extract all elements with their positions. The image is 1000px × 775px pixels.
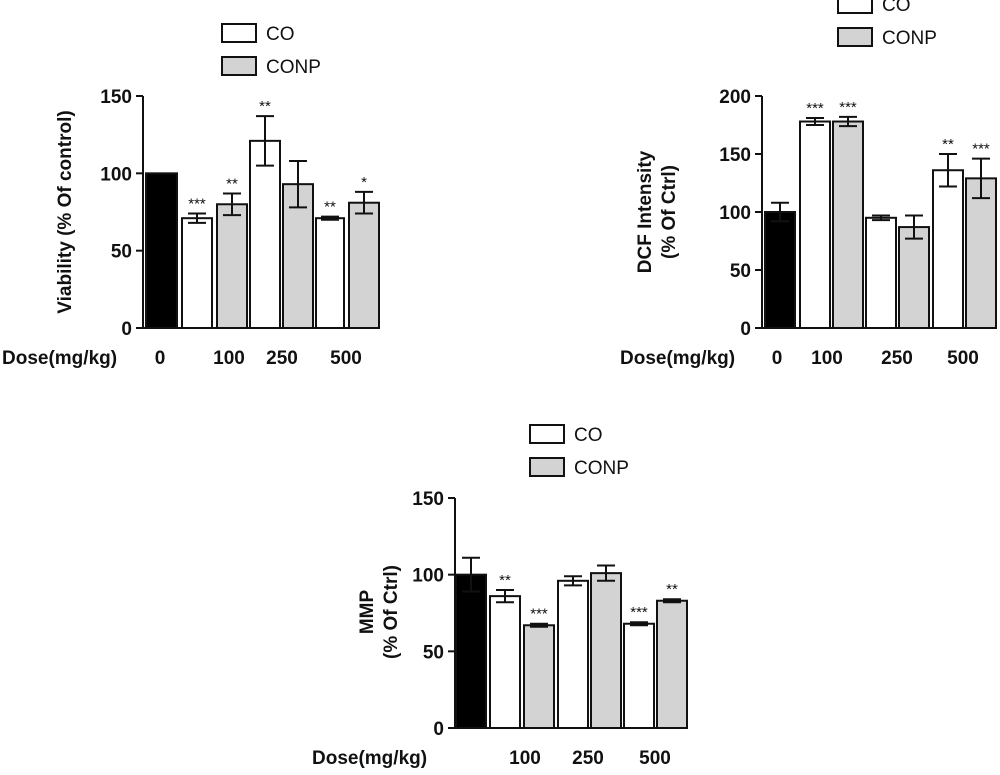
bar-CONP: [348, 201, 380, 329]
y-axis-label: DCF Intensity (% Of Ctrl): [635, 150, 680, 273]
bar-CONP: [898, 226, 930, 329]
significance-label: ***: [972, 141, 990, 158]
legend-swatch-conp: [221, 56, 257, 76]
x-tick-label: 500: [947, 348, 979, 369]
bar-control: [455, 573, 487, 730]
bar-CO: [799, 120, 831, 329]
y-tick-label: 0: [121, 319, 132, 340]
x-tick-label: 0: [155, 348, 166, 369]
bar-CO: [865, 216, 897, 329]
x-tick-label: 100: [213, 348, 245, 369]
y-axis-label-line: MMP: [357, 590, 378, 635]
legend-label-conp: CONP: [882, 28, 937, 49]
legend-swatch-co: [221, 23, 257, 43]
y-tick-label: 50: [730, 261, 751, 282]
bar-CONP: [656, 599, 688, 730]
legend-label-co: CO: [882, 0, 911, 16]
x-axis-label: Dose(mg/kg): [312, 748, 427, 769]
x-axis-label: Dose(mg/kg): [620, 348, 735, 369]
y-tick-label: 150: [100, 87, 132, 108]
y-axis-label: Viability (% Of control): [55, 110, 76, 313]
bar-CO: [623, 622, 655, 730]
significance-label: ***: [530, 606, 548, 623]
y-tick-label: 0: [433, 719, 444, 740]
significance-label: **: [259, 98, 271, 115]
y-axis-label-line: (% Of Ctrl): [659, 165, 680, 259]
x-tick-label: 250: [572, 748, 604, 769]
y-axis-label-line: DCF Intensity: [635, 150, 656, 273]
y-tick-label: 150: [719, 145, 751, 166]
y-tick-label: 150: [412, 489, 444, 510]
y-tick-label: 100: [719, 203, 751, 224]
x-tick-label: 0: [772, 348, 783, 369]
x-tick-label: 250: [266, 348, 298, 369]
x-tick-label: 100: [509, 748, 541, 769]
x-tick-label: 500: [639, 748, 671, 769]
x-tick-label: 500: [330, 348, 362, 369]
x-axis-label: Dose(mg/kg): [2, 348, 117, 369]
significance-label: **: [324, 199, 336, 216]
significance-label: ***: [630, 604, 648, 621]
significance-label: **: [226, 175, 238, 192]
y-tick-label: 50: [111, 242, 132, 263]
bar-CONP: [523, 624, 555, 729]
legend-swatch-co: [837, 0, 873, 14]
y-tick-label: 0: [740, 319, 751, 340]
significance-label: **: [499, 572, 511, 589]
legend-swatch-conp: [837, 27, 873, 47]
x-tick-label: 250: [881, 348, 913, 369]
y-axis-label: MMP (% Of Ctrl): [357, 565, 402, 659]
significance-label: ***: [188, 196, 206, 213]
bar-CO: [489, 595, 521, 730]
y-tick-label: 50: [423, 642, 444, 663]
legend-swatch-co: [529, 424, 565, 444]
bar-CO: [181, 217, 213, 329]
legend-swatch-conp: [529, 457, 565, 477]
significance-label: ***: [839, 99, 857, 116]
legend-label-co: CO: [266, 24, 295, 45]
significance-label: ***: [806, 100, 824, 117]
y-tick-label: 200: [719, 87, 751, 108]
bar-CO: [315, 217, 345, 329]
legend-label-co: CO: [574, 425, 603, 446]
y-tick-label: 100: [100, 164, 132, 185]
bar-CO: [932, 169, 964, 329]
bar-control: [145, 172, 178, 329]
bar-CONP: [965, 177, 997, 329]
legend-label-conp: CONP: [574, 458, 629, 479]
x-tick-label: 100: [811, 348, 843, 369]
y-axis-label-line: Viability (% Of control): [55, 110, 76, 313]
significance-label: **: [942, 136, 954, 153]
significance-label: *: [361, 174, 367, 191]
significance-label: **: [666, 581, 678, 598]
bar-CO: [557, 579, 589, 729]
legend-label-conp: CONP: [266, 57, 321, 78]
y-tick-label: 100: [412, 566, 444, 587]
bar-CONP: [832, 120, 864, 329]
bar-CONP: [216, 203, 248, 329]
bar-CONP: [590, 572, 622, 730]
y-axis-label-line: (% Of Ctrl): [381, 565, 402, 659]
bar-control: [764, 211, 796, 329]
bar-CO: [249, 139, 281, 329]
